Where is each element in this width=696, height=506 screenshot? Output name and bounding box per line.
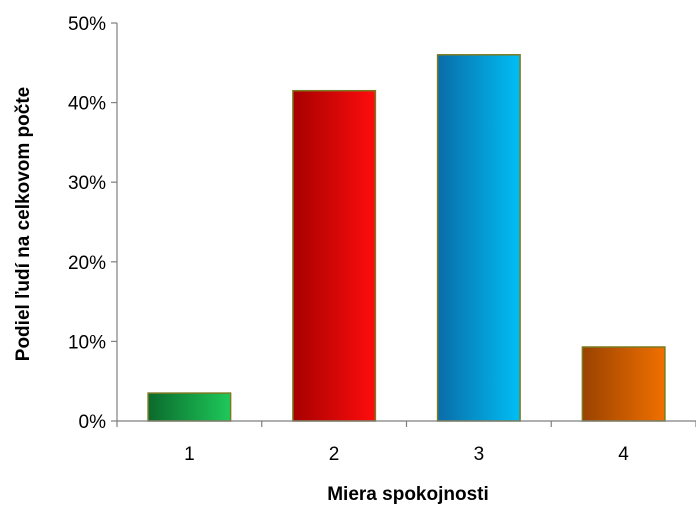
x-axis-ticks: 1 2 3 4 [116, 421, 696, 465]
x-tick-label: 4 [618, 444, 629, 465]
x-axis-title: Miera spokojnosti [327, 484, 489, 505]
y-tick-label: 40% [68, 94, 106, 115]
bar-4 [581, 346, 666, 422]
x-tick-label: 2 [329, 444, 340, 465]
bar-3 [436, 54, 521, 422]
bar-1 [147, 392, 232, 422]
bars [147, 54, 666, 422]
x-tick-label: 3 [474, 444, 485, 465]
x-tick-label: 1 [184, 444, 195, 465]
y-tick-label: 30% [68, 173, 106, 194]
bar-2 [292, 89, 377, 422]
y-tick-label: 20% [68, 253, 106, 274]
y-tick-label: 0% [79, 412, 107, 433]
y-axis-ticks: 0% 10% 20% 30% 40% 50% [68, 14, 117, 433]
y-axis-title: Podiel ľudí na celkovom počte [13, 87, 34, 361]
y-tick-label: 10% [68, 332, 106, 353]
y-tick-label: 50% [68, 14, 106, 35]
